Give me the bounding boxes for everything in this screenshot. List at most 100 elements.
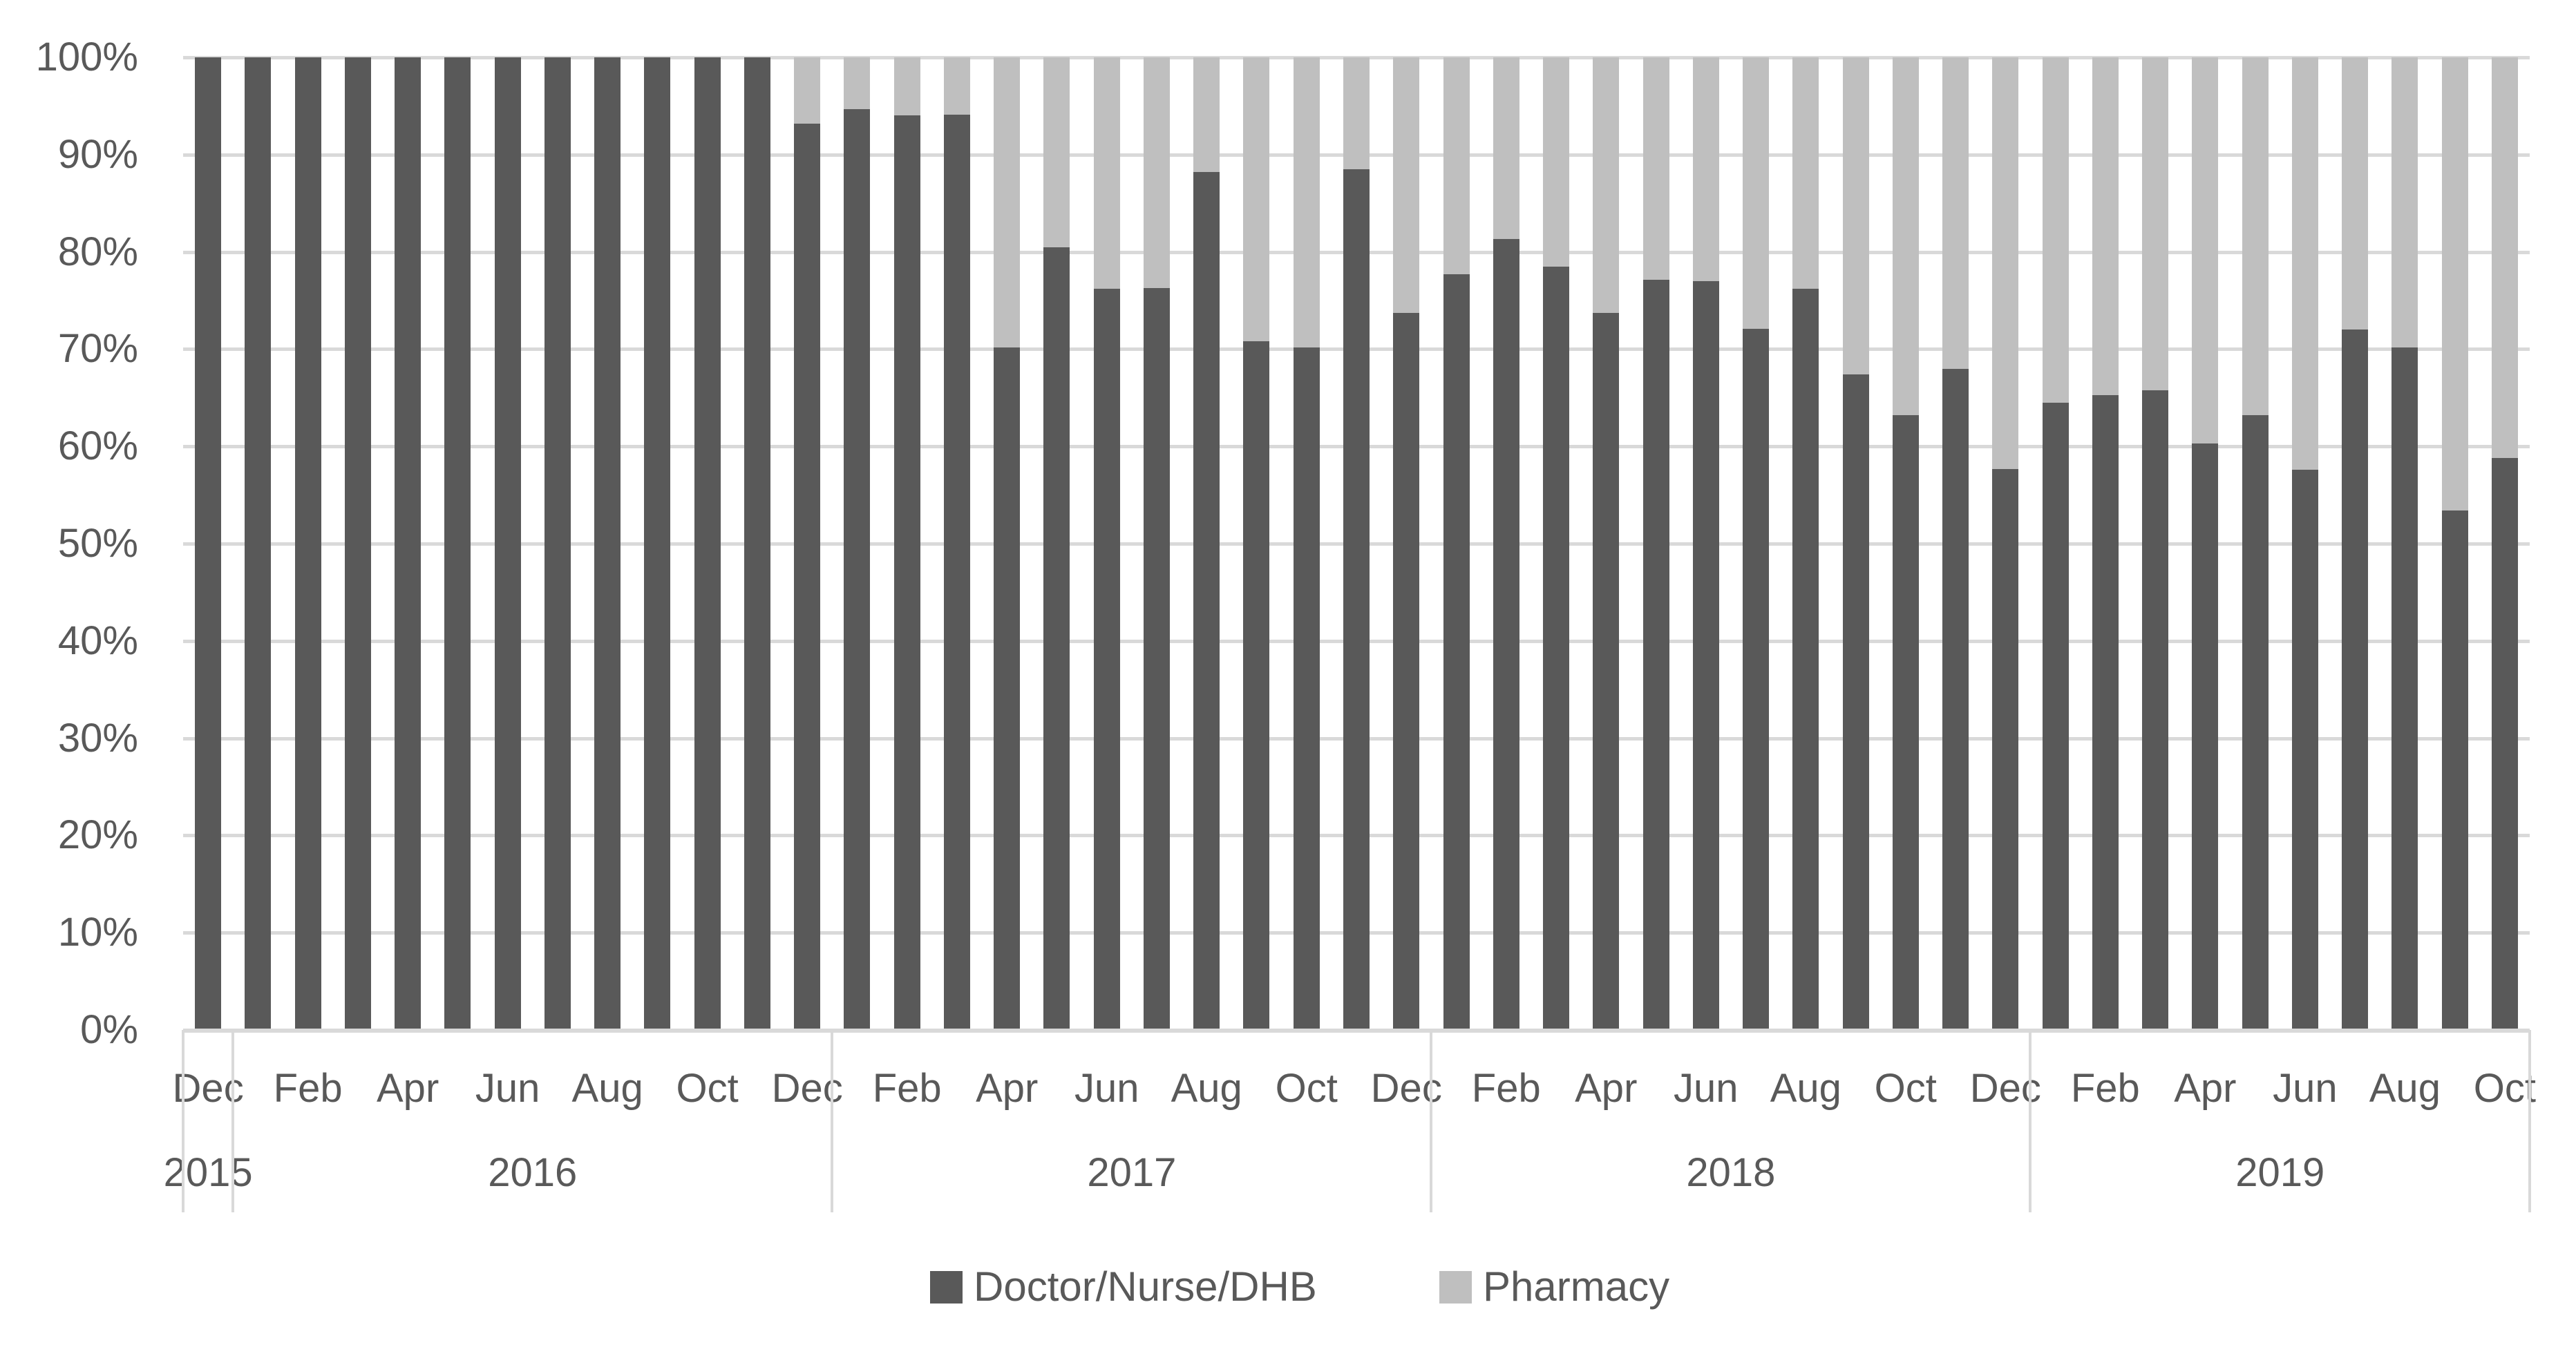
bar-segment-doctor-Oct 2018: [1892, 415, 1919, 1030]
bar-segment-doctor-Mar 2016: [344, 57, 371, 1030]
y-tick-label-10%: 10%: [57, 910, 138, 955]
month-tick-label-16: Aug: [1770, 1066, 1841, 1111]
bar-segment-pharmacy-Nov 2017: [1343, 57, 1370, 169]
bar-segment-doctor-Oct 2017: [1293, 347, 1320, 1030]
year-separator-right-edge: [2528, 1030, 2531, 1212]
bar-segment-doctor-Jul 2016: [544, 57, 571, 1030]
bar-segment-doctor-Apr 2016: [395, 57, 422, 1030]
year-label-2019: 2019: [2235, 1150, 2325, 1195]
bar-segment-doctor-Nov 2018: [1942, 368, 1969, 1030]
month-tick-label-9: Jun: [1074, 1066, 1139, 1111]
bar-segment-doctor-Dec 2017: [1393, 313, 1420, 1030]
y-tick-label-70%: 70%: [57, 326, 138, 372]
bar-segment-doctor-Jul 2019: [2342, 330, 2369, 1030]
bar-segment-doctor-Apr 2019: [2192, 443, 2219, 1030]
bar-segment-doctor-Mar 2018: [1543, 266, 1570, 1030]
bar-segment-doctor-May 2017: [1043, 247, 1070, 1030]
y-tick-label-0%: 0%: [80, 1007, 138, 1052]
bar-segment-pharmacy-Jul 2018: [1743, 57, 1770, 329]
month-tick-label-14: Apr: [1575, 1066, 1638, 1111]
bar-segment-doctor-Jan 2017: [844, 108, 871, 1030]
month-tick-label-11: Oct: [1275, 1066, 1338, 1111]
y-tick-label-100%: 100%: [35, 35, 138, 79]
bar-segment-doctor-Aug 2018: [1792, 289, 1819, 1030]
bar-segment-doctor-Sep 2017: [1243, 341, 1270, 1030]
legend-swatch-doctor-nurse-dhb: [930, 1270, 963, 1304]
bar-segment-pharmacy-Mar 2019: [2142, 57, 2169, 390]
y-tick-label-40%: 40%: [57, 618, 138, 663]
bar-segment-doctor-May 2019: [2242, 415, 2269, 1030]
bar-segment-doctor-Aug 2019: [2392, 347, 2418, 1030]
bar-segment-doctor-Dec 2018: [1992, 468, 2019, 1030]
bar-segment-doctor-Aug 2017: [1193, 172, 1220, 1030]
month-tick-label-10: Aug: [1171, 1066, 1242, 1111]
legend-swatch-pharmacy: [1439, 1270, 1472, 1304]
bar-segment-doctor-Dec 2016: [794, 123, 821, 1030]
bar-segment-pharmacy-Jan 2018: [1443, 57, 1470, 274]
bar-segment-pharmacy-Dec 2018: [1992, 57, 2019, 469]
bar-segment-doctor-Jan 2016: [245, 57, 272, 1030]
bar-segment-doctor-May 2016: [444, 57, 471, 1030]
bar-segment-doctor-Sep 2019: [2441, 510, 2468, 1030]
bar-segment-doctor-Jun 2019: [2291, 469, 2318, 1030]
y-tick-label-80%: 80%: [57, 229, 138, 274]
bar-segment-doctor-Jan 2018: [1443, 274, 1470, 1030]
bar-segment-doctor-Feb 2018: [1493, 239, 1519, 1030]
year-label-2016: 2016: [488, 1150, 578, 1195]
bar-segment-doctor-Aug 2016: [594, 57, 621, 1030]
bar-segment-pharmacy-Feb 2017: [893, 57, 920, 116]
bar-segment-pharmacy-Jul 2017: [1143, 57, 1170, 288]
bar-segment-doctor-Sep 2016: [644, 57, 671, 1030]
month-tick-label-0: Dec: [172, 1066, 244, 1111]
month-tick-label-21: Jun: [2273, 1066, 2338, 1111]
bar-segment-doctor-Feb 2017: [893, 115, 920, 1030]
bar-segment-pharmacy-Nov 2018: [1942, 57, 1969, 369]
bar-segment-pharmacy-Jun 2017: [1093, 57, 1120, 289]
month-tick-label-20: Apr: [2174, 1066, 2237, 1111]
bar-segment-pharmacy-Sep 2017: [1243, 57, 1270, 342]
month-tick-label-13: Feb: [1471, 1066, 1541, 1111]
bar-segment-pharmacy-Feb 2019: [2092, 57, 2119, 395]
bar-segment-pharmacy-Apr 2019: [2192, 57, 2219, 443]
bar-segment-pharmacy-Jan 2019: [2042, 57, 2069, 403]
bar-segment-pharmacy-Oct 2019: [2491, 57, 2518, 459]
y-tick-label-50%: 50%: [57, 521, 138, 566]
month-tick-label-7: Feb: [872, 1066, 942, 1111]
bar-segment-pharmacy-Jun 2019: [2291, 57, 2318, 470]
bar-segment-doctor-Jan 2019: [2042, 402, 2069, 1030]
bar-segment-doctor-Nov 2017: [1343, 169, 1370, 1030]
bar-segment-pharmacy-Dec 2017: [1393, 57, 1420, 314]
month-tick-label-22: Aug: [2369, 1066, 2441, 1111]
bar-segment-pharmacy-Sep 2019: [2441, 57, 2468, 511]
year-separator-2017: [831, 1030, 834, 1212]
bar-segment-pharmacy-Apr 2018: [1593, 57, 1620, 314]
bar-segment-pharmacy-May 2019: [2242, 57, 2269, 416]
bar-segment-pharmacy-Aug 2018: [1792, 57, 1819, 289]
bar-segment-doctor-Apr 2018: [1593, 313, 1620, 1030]
bar-segment-doctor-Oct 2016: [694, 57, 721, 1030]
bar-segment-doctor-Dec 2015: [195, 57, 222, 1030]
month-tick-label-4: Aug: [571, 1066, 643, 1111]
y-tick-label-60%: 60%: [57, 423, 138, 469]
bar-segment-doctor-Nov 2016: [744, 57, 770, 1030]
y-tick-label-20%: 20%: [57, 812, 138, 858]
bar-segment-pharmacy-Mar 2017: [943, 57, 970, 115]
bar-segment-pharmacy-Jan 2017: [844, 57, 871, 109]
bar-segment-pharmacy-May 2018: [1642, 57, 1669, 280]
legend-label-pharmacy: Pharmacy: [1483, 1263, 1670, 1310]
x-axis-line: [183, 1029, 2530, 1033]
legend: Doctor/Nurse/DHB Pharmacy: [0, 1266, 2576, 1308]
y-tick-label-90%: 90%: [57, 131, 138, 177]
month-tick-label-5: Oct: [676, 1066, 739, 1111]
bar-segment-pharmacy-Jul 2019: [2342, 57, 2369, 330]
month-tick-label-2: Apr: [377, 1066, 439, 1111]
month-tick-label-23: Oct: [2473, 1066, 2536, 1111]
bar-segment-doctor-Feb 2019: [2092, 394, 2119, 1030]
bar-segment-pharmacy-Mar 2018: [1543, 57, 1570, 267]
month-tick-label-18: Dec: [1969, 1066, 2041, 1111]
year-separator-2015: [182, 1030, 184, 1212]
legend-label-doctor-nurse-dhb: Doctor/Nurse/DHB: [974, 1263, 1317, 1310]
bar-segment-doctor-Feb 2016: [294, 57, 321, 1030]
bar-segment-doctor-Jul 2017: [1143, 287, 1170, 1030]
